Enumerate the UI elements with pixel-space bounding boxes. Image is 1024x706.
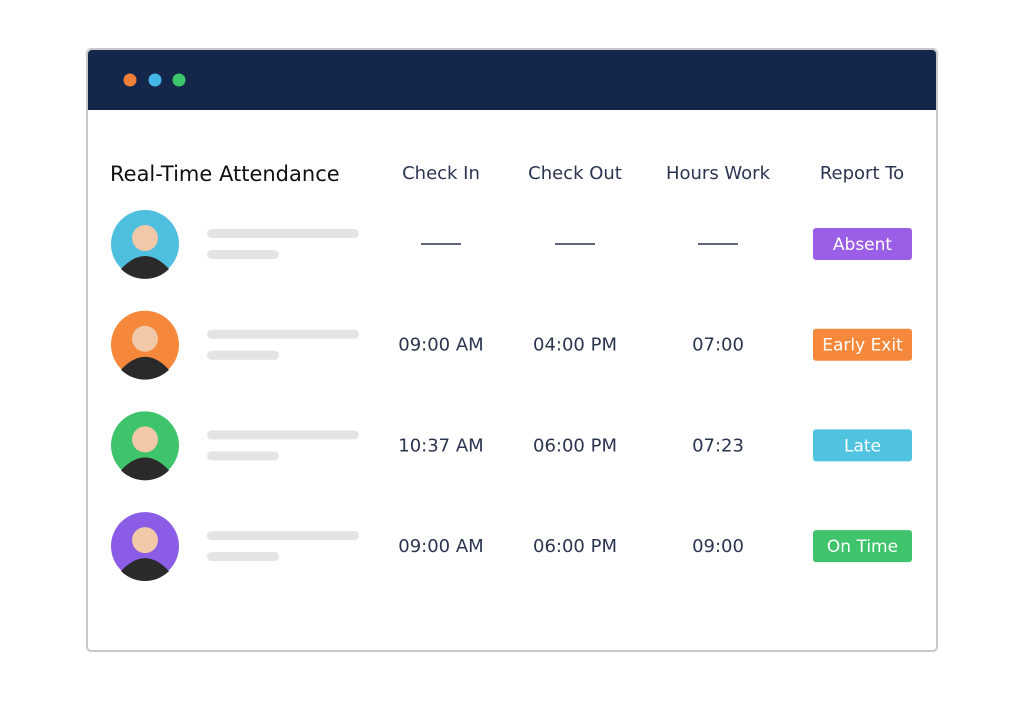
avatar-head <box>132 325 158 352</box>
title-bar <box>88 50 936 110</box>
status-label: On Time <box>827 537 898 557</box>
avatar-body <box>121 356 169 380</box>
table-row: 09:00 AM 04:00 PM 07:00 Early Exit <box>111 310 912 380</box>
cell-hours: 07:23 <box>692 435 744 456</box>
column-header: Check In <box>402 163 480 184</box>
table-row: 09:00 AM 06:00 PM 09:00 On Time <box>111 512 912 582</box>
cell-check-in: 09:00 AM <box>398 536 483 557</box>
cell-check-out: 04:00 PM <box>533 335 617 356</box>
table-row: Absent <box>111 210 912 279</box>
status-badge <box>813 530 912 563</box>
cell-check-out: 06:00 PM <box>533 536 617 557</box>
table-row: 10:37 AM 06:00 PM 07:23 Late <box>111 411 912 481</box>
window-dot[interactable] <box>148 73 162 87</box>
cell-hours: 09:00 <box>692 536 744 557</box>
cell-hours: 07:00 <box>692 335 744 356</box>
avatar-body <box>121 256 169 279</box>
avatar-head <box>132 426 158 453</box>
status-label: Absent <box>833 235 893 255</box>
role-placeholder <box>207 552 279 562</box>
status-badge <box>813 228 912 260</box>
window-dot[interactable] <box>123 73 137 87</box>
column-header: Report To <box>820 163 904 184</box>
column-header: Check Out <box>528 163 622 184</box>
name-placeholder <box>207 430 359 440</box>
cell-check-in: 10:37 AM <box>398 435 483 456</box>
status-badge <box>813 429 912 462</box>
role-placeholder <box>207 250 279 259</box>
role-placeholder <box>207 451 279 461</box>
cell-check-out: 06:00 PM <box>533 435 617 456</box>
name-placeholder <box>207 531 359 541</box>
status-label: Late <box>844 436 881 456</box>
column-header: Hours Work <box>666 163 771 184</box>
window-frame <box>86 48 938 652</box>
avatar-body <box>121 558 169 582</box>
name-placeholder <box>207 329 359 339</box>
window-dot[interactable] <box>172 73 186 87</box>
avatar-body <box>121 457 169 481</box>
avatar-head <box>132 527 158 554</box>
status-label: Early Exit <box>822 336 903 356</box>
cell-check-in: 09:00 AM <box>398 335 483 356</box>
role-placeholder <box>207 350 279 360</box>
name-placeholder <box>207 229 359 238</box>
avatar-head <box>132 225 158 251</box>
table-title: Real-Time Attendance <box>110 162 340 186</box>
status-badge <box>813 328 912 361</box>
